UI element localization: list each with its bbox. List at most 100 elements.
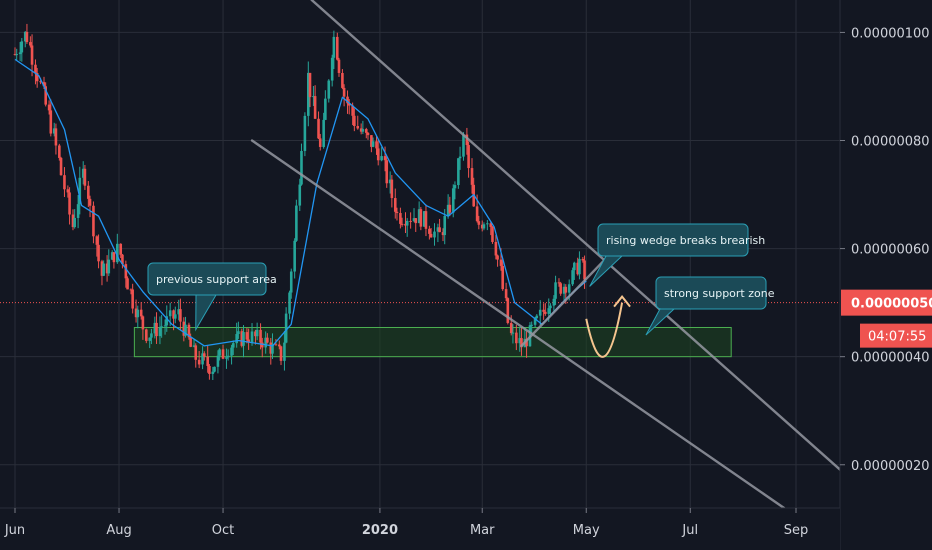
candle-body — [97, 244, 100, 262]
candle-body — [216, 355, 220, 367]
candle-body — [335, 36, 339, 60]
candle-body — [504, 289, 508, 299]
candle-body — [23, 31, 27, 42]
candle-body — [112, 252, 116, 263]
candle-body — [533, 318, 537, 325]
candle-body — [530, 324, 533, 326]
y-tick-label: 0.00000060 — [851, 243, 930, 258]
candle-body — [414, 218, 418, 224]
candle-body — [393, 198, 397, 212]
candle-body — [388, 179, 392, 184]
candle-body — [337, 59, 341, 73]
candle-body — [542, 309, 545, 312]
candle-body — [20, 41, 24, 53]
candle-body — [361, 129, 365, 132]
candle-body — [549, 305, 552, 309]
candle-body — [47, 104, 51, 111]
candle-body — [211, 371, 215, 374]
candle-body — [470, 168, 474, 185]
candle-body — [581, 258, 585, 261]
candle-body — [208, 365, 211, 374]
projection-arrowhead — [613, 295, 631, 308]
candle-body — [491, 226, 494, 242]
candle-body — [226, 355, 230, 358]
candle-body — [525, 338, 528, 347]
candle-body — [486, 223, 489, 225]
candle-body — [562, 286, 566, 294]
candle-body — [189, 337, 192, 347]
candle-body — [578, 258, 581, 275]
candle-body — [520, 338, 523, 348]
candle-body — [54, 128, 58, 146]
candle-body — [467, 145, 470, 169]
candle-body — [317, 118, 320, 139]
projection-layer — [585, 295, 631, 358]
lower-trendline — [250, 139, 786, 510]
candle-body — [346, 96, 349, 104]
candle-body — [102, 263, 105, 276]
candle-body — [121, 254, 124, 265]
callout-text: previous support area — [156, 273, 277, 286]
candle-body — [250, 331, 254, 343]
candle-body — [506, 298, 510, 323]
candle-body — [448, 204, 452, 213]
y-tick-label: 0.00000080 — [851, 135, 930, 150]
candle-body — [105, 263, 109, 274]
candle-body — [235, 334, 238, 344]
candle-body — [283, 342, 286, 361]
candle-body — [129, 289, 133, 291]
annotations: previous support area rising wedge breaks… — [147, 223, 775, 336]
candle-body — [58, 145, 61, 158]
candle-body — [436, 227, 440, 232]
candle-body — [576, 262, 580, 275]
candle-body — [293, 240, 296, 272]
candle-body — [428, 228, 431, 234]
candle-body — [116, 243, 119, 263]
wedge-trendline — [520, 258, 607, 348]
candle-body — [332, 36, 336, 58]
candle-body — [179, 309, 182, 322]
candle-body — [475, 206, 479, 222]
candle-body — [366, 132, 370, 136]
candle-body — [274, 344, 278, 346]
candle-body — [409, 220, 412, 222]
candle-body — [433, 231, 436, 238]
candle-body — [264, 337, 267, 348]
candle-body — [573, 262, 576, 271]
y-axis-panel — [840, 0, 932, 550]
candle-body — [477, 221, 481, 225]
candle-body — [271, 344, 274, 354]
candle-body — [308, 72, 312, 98]
candle-body — [341, 72, 344, 88]
callout-text: strong support zone — [664, 287, 775, 300]
callout-previous-support: previous support area — [147, 262, 277, 332]
candle-body — [68, 192, 71, 215]
candle-body — [419, 209, 423, 227]
candle-body — [404, 223, 407, 226]
candle-body — [192, 345, 196, 347]
candle-body — [240, 331, 244, 346]
candle-body — [462, 134, 465, 157]
candle-body — [245, 332, 249, 340]
candle-body — [342, 87, 346, 97]
candle-body — [83, 168, 87, 186]
callout-box — [597, 223, 749, 257]
candle-body — [266, 337, 269, 343]
candle-body — [395, 211, 399, 213]
countdown-tag — [860, 323, 932, 348]
candle-body — [518, 338, 522, 344]
candle-body — [155, 322, 158, 337]
candle-body — [148, 337, 152, 341]
candle-body — [136, 309, 140, 318]
candle-body — [380, 156, 383, 161]
current-price-label: 0.00000050 — [851, 297, 932, 312]
candle-body — [254, 331, 257, 337]
candle-body — [95, 236, 99, 245]
candle-body — [168, 310, 172, 317]
candle-body — [501, 265, 504, 290]
candle-body — [163, 325, 167, 327]
candle-body — [231, 343, 235, 348]
candle-body — [453, 185, 457, 189]
candle-body — [247, 339, 250, 343]
